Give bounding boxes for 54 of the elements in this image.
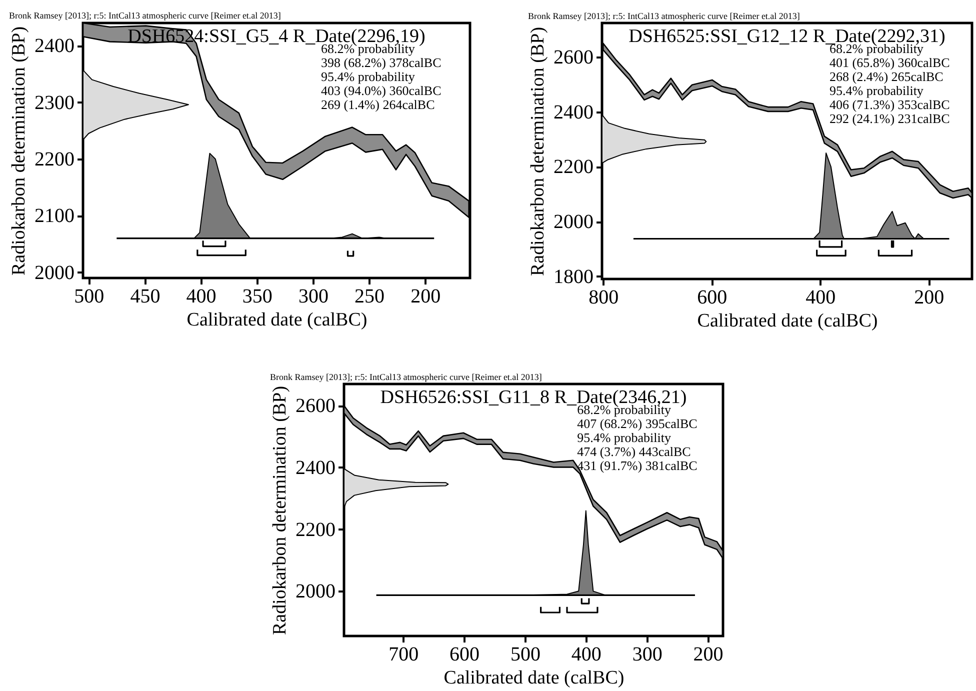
x-tick-label: 300 <box>298 286 328 308</box>
chart-title: DSH6526:SSI_G11_8 R_Date(2346,21) <box>380 387 687 408</box>
y-tick-label: 2000 <box>296 580 336 603</box>
x-tick-label: 450 <box>130 286 160 308</box>
y-tick-label: 2200 <box>34 148 74 170</box>
chart-subtitle: Bronk Ramsey [2013]; r:5: IntCal13 atmospheric curve [Reimer et.al 2013] <box>528 11 800 21</box>
annotation: 292 (24.1%) 231calBC <box>830 111 950 126</box>
x-tick-label: 250 <box>354 286 385 308</box>
annotation: 269 (1.4%) 264calBC <box>321 97 435 112</box>
y-tick-label: 2400 <box>296 456 336 479</box>
y-tick-label: 2400 <box>554 101 594 124</box>
x-tick-label: 800 <box>588 286 619 308</box>
annotation: 95.4% probability <box>321 69 416 84</box>
x-tick-label: 200 <box>693 644 724 666</box>
chart-subtitle: Bronk Ramsey [2013]; r:5: IntCal13 atmospheric curve [Reimer et.al 2013] <box>270 372 542 382</box>
y-axis-title: Radiokarbon determination (BP) <box>270 386 290 636</box>
x-tick-label: 500 <box>74 286 104 308</box>
y-tick-label: 2000 <box>554 211 594 234</box>
y-tick-label: 2400 <box>34 35 74 58</box>
annotation: 403 (94.0%) 360calBC <box>321 83 442 98</box>
y-tick-label: 2600 <box>554 46 594 69</box>
x-axis-title: Calibrated date (calBC) <box>697 310 878 332</box>
x-tick-label: 200 <box>914 286 944 308</box>
y-tick-label: 2600 <box>296 395 336 418</box>
x-tick-label: 200 <box>410 286 441 308</box>
y-tick-label: 1800 <box>554 266 594 288</box>
annotation: 398 (68.2%) 378calBC <box>321 55 442 70</box>
x-tick-label: 600 <box>697 286 728 308</box>
x-tick-label: 400 <box>186 286 216 308</box>
x-tick-label: 400 <box>806 286 836 308</box>
x-tick-label: 300 <box>632 644 662 666</box>
y-tick-label: 2300 <box>34 92 74 114</box>
annotation: 95.4% probability <box>830 83 924 98</box>
x-tick-label: 500 <box>510 644 540 666</box>
y-tick-label: 2200 <box>554 156 594 178</box>
annotation: 407 (68.2%) 395calBC <box>577 416 698 431</box>
chart-subtitle: Bronk Ramsey [2013]; r:5: IntCal13 atmospheric curve [Reimer et.al 2013] <box>9 10 281 20</box>
x-tick-label: 700 <box>388 644 419 666</box>
y-tick-label: 2100 <box>34 205 74 228</box>
annotation: 406 (71.3%) 353calBC <box>830 97 950 112</box>
y-axis-title: Radiokarbon determination (BP) <box>8 26 30 276</box>
x-tick-label: 400 <box>571 644 602 666</box>
annotation: 474 (3.7%) 443calBC <box>577 444 691 459</box>
x-axis-title: Calibrated date (calBC) <box>444 668 624 688</box>
y-tick-label: 2000 <box>34 262 74 284</box>
y-tick-label: 2200 <box>296 518 336 541</box>
x-tick-label: 600 <box>450 644 480 666</box>
annotation: 431 (91.7%) 381calBC <box>577 458 698 473</box>
x-tick-label: 350 <box>242 286 272 308</box>
annotation: 268 (2.4%) 265calBC <box>830 69 944 84</box>
y-axis-title: Radiokarbon determination (BP) <box>528 26 548 276</box>
annotation: 401 (65.8%) 360calBC <box>830 55 950 70</box>
annotation: 95.4% probability <box>577 430 672 445</box>
x-axis-title: Calibrated date (calBC) <box>186 310 368 330</box>
